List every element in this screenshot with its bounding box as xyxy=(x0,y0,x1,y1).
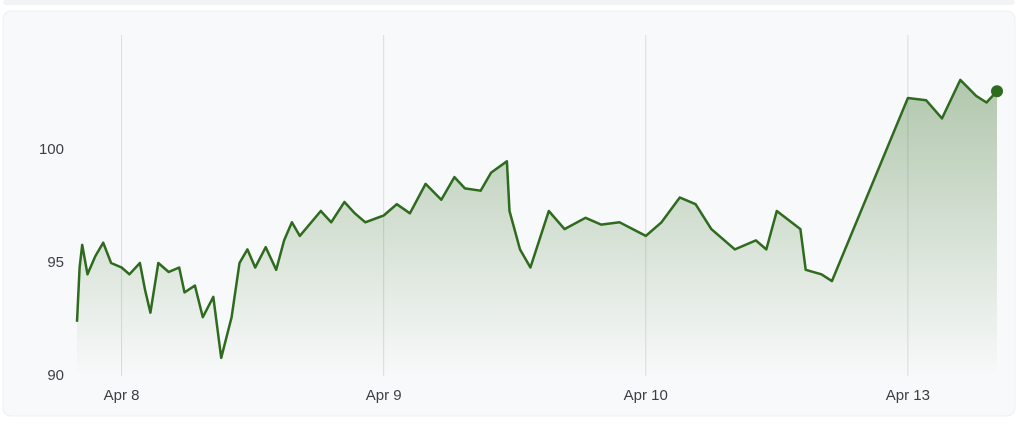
area xyxy=(77,79,997,377)
x-tick-label: Apr 10 xyxy=(624,387,668,404)
last-point xyxy=(991,85,1003,98)
x-tick-label: Apr 13 xyxy=(886,387,930,404)
y-tick-label: 90 xyxy=(47,367,64,384)
x-tick-label: Apr 9 xyxy=(366,387,402,404)
y-tick-label: 100 xyxy=(39,141,64,158)
top-strip xyxy=(3,0,1015,5)
y-tick-label: 95 xyxy=(47,254,64,271)
x-tick-label: Apr 8 xyxy=(104,387,140,404)
plot: Apr 8 Apr 9 Apr 10 Apr 13 90 95 100 xyxy=(39,35,1003,404)
price-line xyxy=(75,78,998,360)
